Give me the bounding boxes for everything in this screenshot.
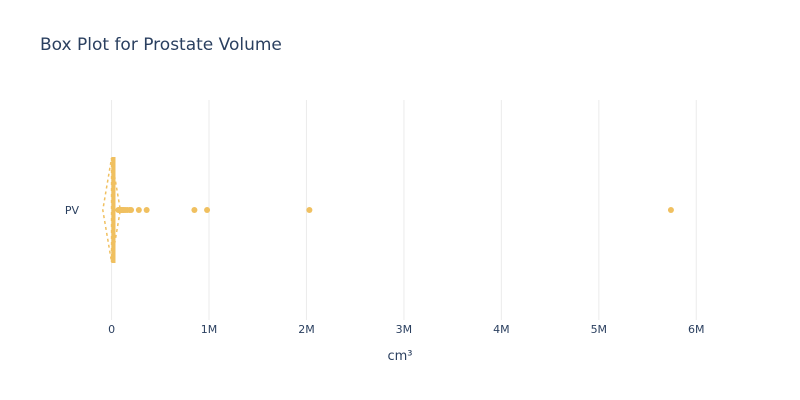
x-tick-label-3: 3M: [396, 323, 413, 336]
outlier-points: [115, 207, 674, 213]
x-tick-label-4: 4M: [493, 323, 510, 336]
x-tick-label-6: 6M: [688, 323, 705, 336]
outlier-point-11: [128, 207, 135, 213]
outlier-point-17: [667, 207, 674, 213]
outlier-point-12: [135, 207, 142, 213]
x-axis-title: cm³: [387, 349, 412, 364]
x-tick-label-2: 2M: [298, 323, 315, 336]
outlier-point-16: [306, 207, 313, 213]
x-tick-label-5: 5M: [591, 323, 608, 336]
x-axis-ticks: 0 1M 2M 3M 4M 5M 6M: [108, 323, 704, 336]
outlier-point-13: [143, 207, 150, 213]
chart-title: Box Plot for Prostate Volume: [40, 35, 282, 55]
outlier-point-15: [204, 207, 211, 213]
outlier-point-14: [191, 207, 198, 213]
x-tick-label-1: 1M: [201, 323, 218, 336]
mean-sd-diamond: [102, 157, 122, 263]
x-tick-label-0: 0: [108, 323, 115, 336]
category-label-pv: PV: [65, 204, 80, 217]
grid-layer: [111, 100, 697, 320]
